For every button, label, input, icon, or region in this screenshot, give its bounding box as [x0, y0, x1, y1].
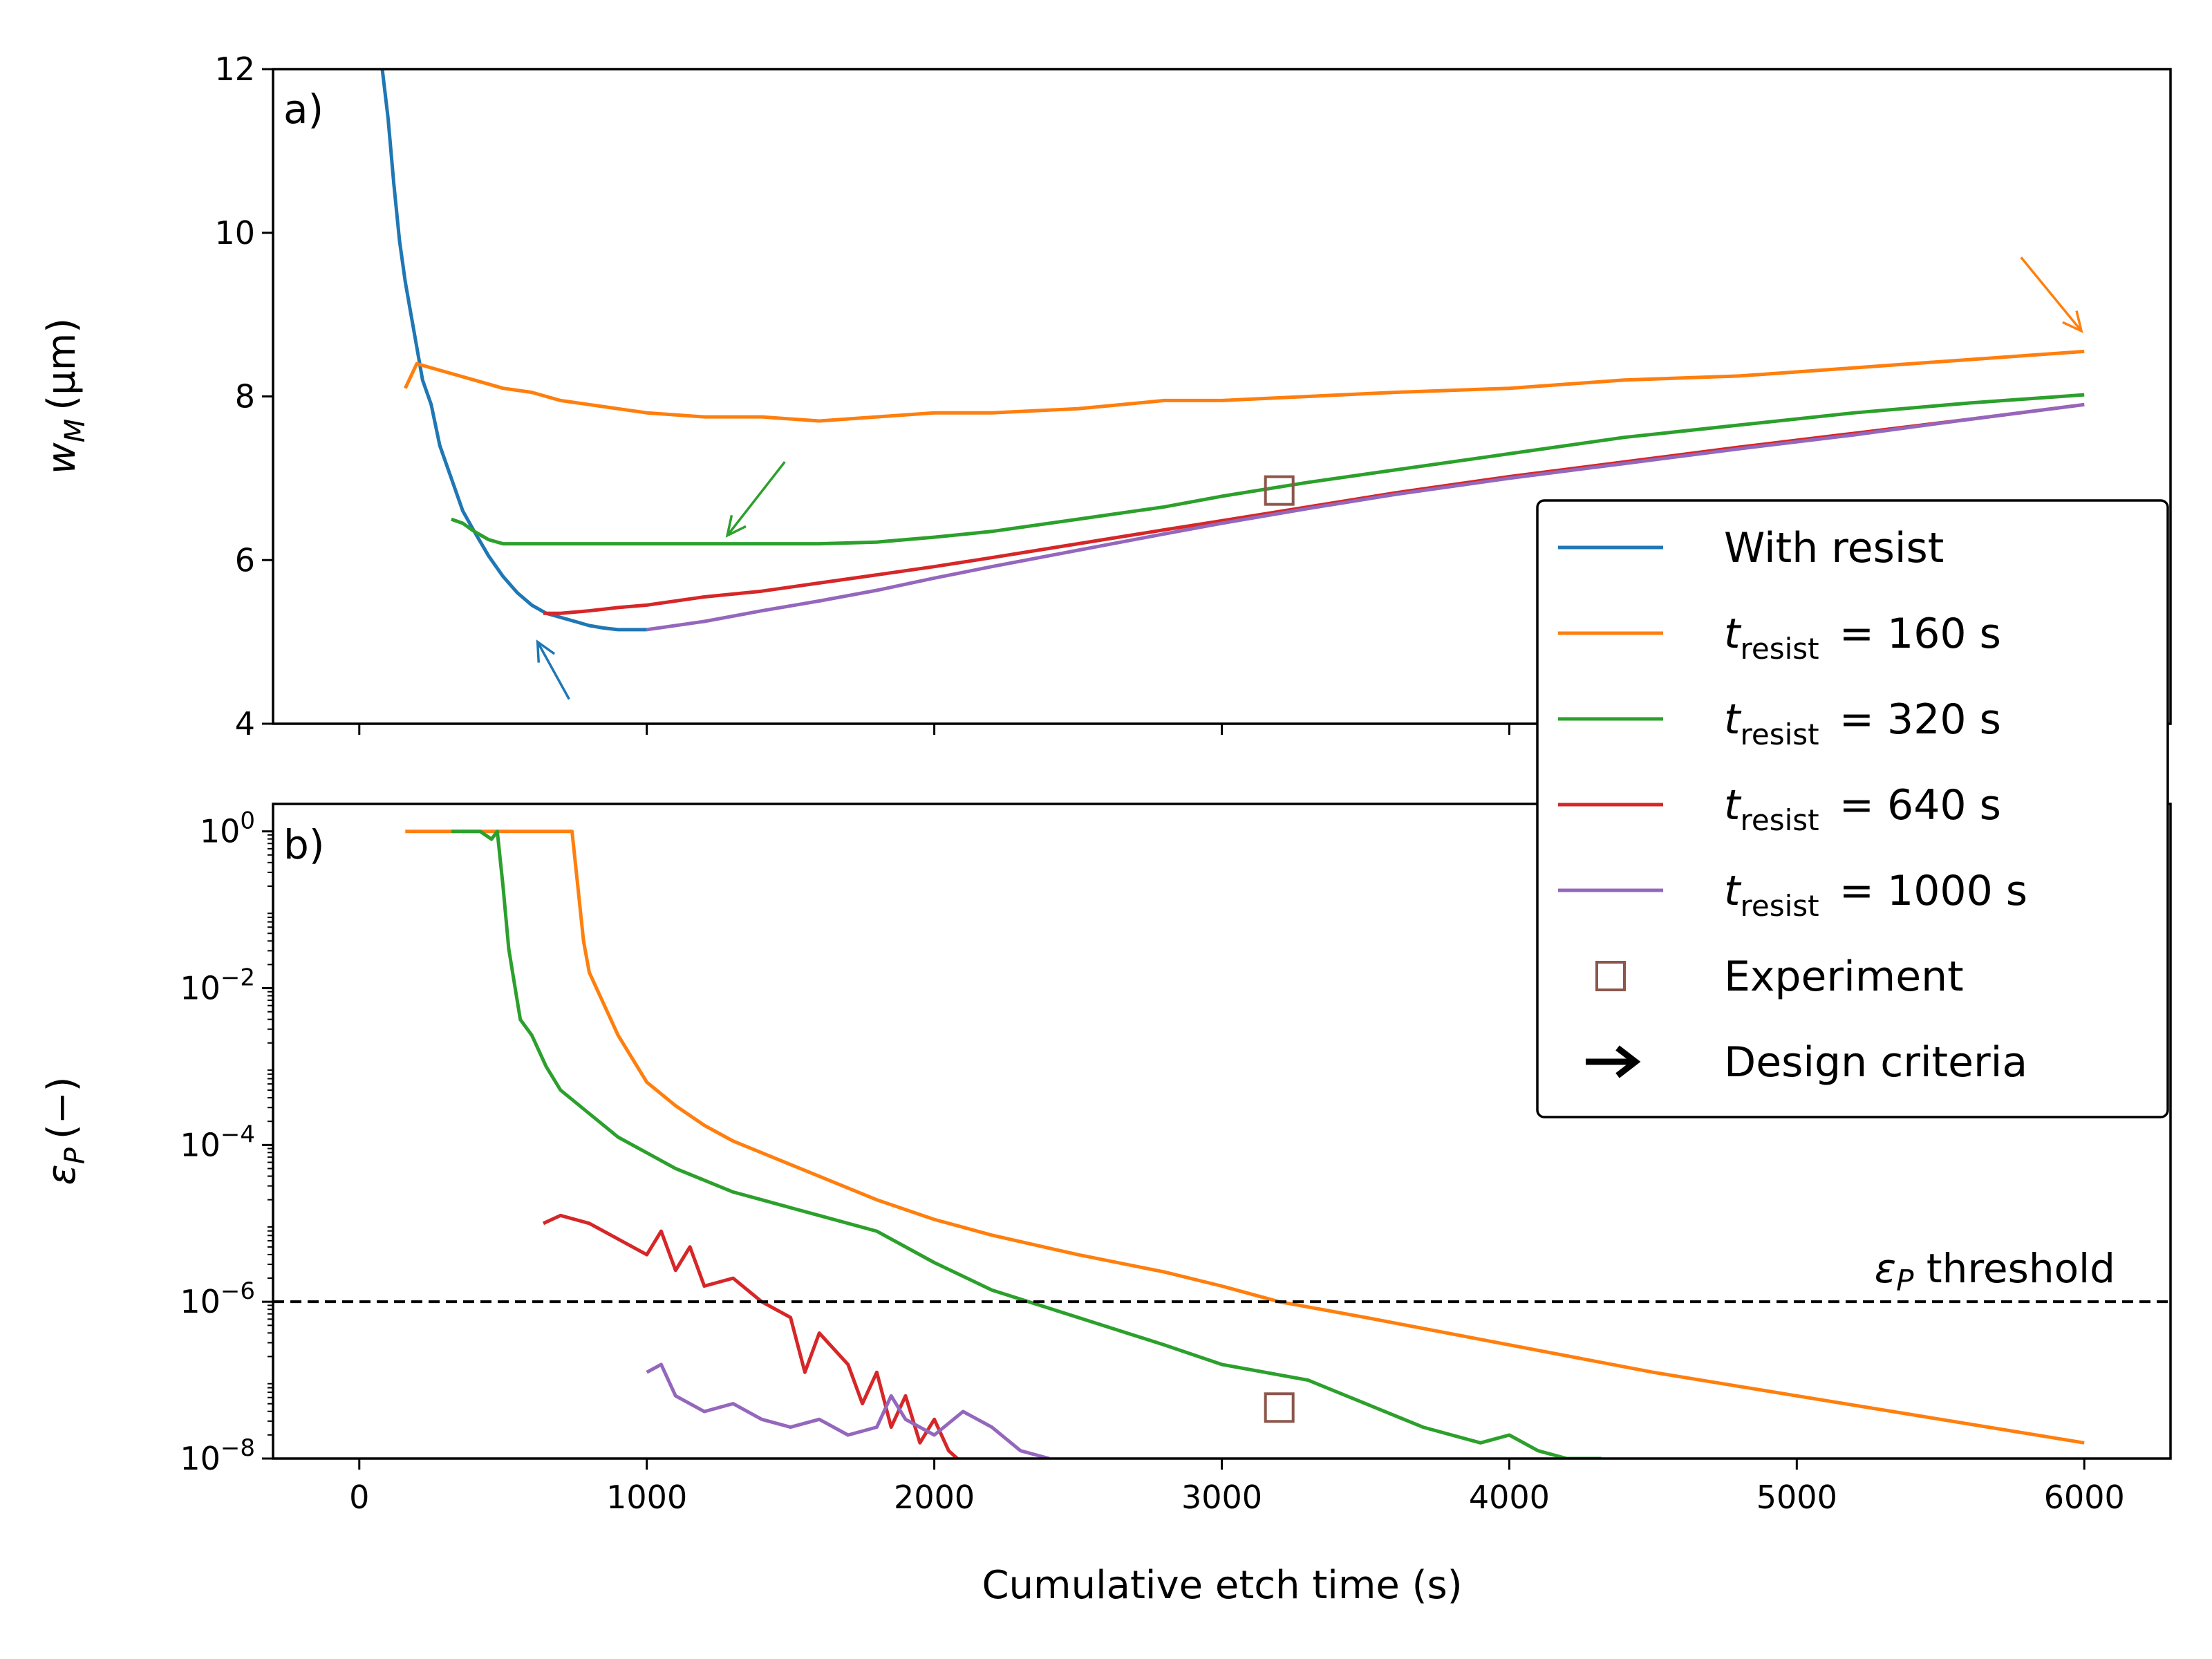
series-line-b-t-resist-1000-s: [646, 1362, 1050, 1459]
b-y-tick-label: 10−8: [180, 1434, 255, 1477]
panel-b: εP threshold 100 10−2 10−4 10−6 10−8 0 1000 20…: [39, 803, 2172, 1608]
series-line-b-t-resist-320-s: [451, 830, 1602, 1459]
legend-label: Design criteria: [1724, 1038, 2027, 1087]
a-y-tick-label: 8: [235, 378, 255, 415]
series-line-a-t-resist-320-s: [451, 393, 2085, 546]
experiment-marker-b: [1264, 1392, 1295, 1423]
legend-entry-7: Design criteria: [1586, 1038, 2027, 1087]
legend-label: tresist = 160 s: [1724, 610, 2001, 666]
b-x-tick-label: 5000: [1756, 1479, 1837, 1516]
legend: With resist tresist = 160 s tresist = 320 …: [1536, 499, 2169, 1118]
design-arrow-2: [2020, 256, 2083, 333]
panel-b-label: b): [283, 821, 324, 868]
legend-frame: [1536, 499, 2169, 1118]
panel-a-y-ticks: 4 6 8 10 12: [214, 50, 273, 742]
panel-b-series: [405, 830, 2085, 1459]
legend-entry-2: tresist = 160 s: [1558, 610, 2001, 666]
series-line-a-t-resist-1000-s: [646, 402, 2085, 632]
panel-b-x-ticks: 0 1000 2000 3000 4000 5000 6000: [349, 1459, 2125, 1516]
legend-entry-3: tresist = 320 s: [1558, 695, 2001, 751]
panel-b-y-ticks: 100 10−2 10−4 10−6 10−8: [180, 807, 273, 1477]
right-arrow-icon: [1586, 1045, 1641, 1078]
a-y-tick-label: 6: [235, 541, 255, 579]
legend-label: tresist = 1000 s: [1724, 867, 2027, 923]
x-axis-label: Cumulative etch time (s): [982, 1563, 1462, 1608]
series-line-a-with-resist: [380, 69, 647, 632]
b-x-tick-label: 3000: [1181, 1479, 1262, 1516]
b-y-tick-label: 10−4: [180, 1121, 255, 1163]
legend-swatch: [1595, 961, 1626, 991]
experiment-marker-a: [1264, 475, 1295, 506]
panel-a-label: a): [283, 86, 324, 133]
legend-entry-4: tresist = 640 s: [1558, 781, 2001, 837]
legend-entry-1: With resist: [1558, 524, 1944, 572]
a-y-tick-label: 12: [214, 50, 255, 88]
legend-entry-6: Experiment: [1595, 953, 1964, 1001]
b-x-tick-label: 0: [349, 1479, 369, 1516]
panel-a: 4 6 8 10 12 a) wM(µm): [39, 50, 2172, 742]
series-line-b-t-resist-160-s: [405, 830, 2085, 1445]
legend-label: With resist: [1724, 524, 1944, 572]
legend-label: tresist = 320 s: [1724, 695, 2001, 751]
b-x-tick-label: 2000: [894, 1479, 975, 1516]
b-y-tick-label: 100: [200, 807, 255, 850]
b-x-tick-label: 6000: [2044, 1479, 2125, 1516]
b-y-tick-label: 10−2: [180, 964, 255, 1007]
legend-label: Experiment: [1724, 953, 1964, 1001]
legend-label: tresist = 640 s: [1724, 781, 2001, 837]
b-x-tick-label: 1000: [606, 1479, 687, 1516]
design-arrow-3: [725, 461, 786, 538]
threshold-label: εP threshold: [1875, 1245, 2115, 1297]
panel-a-series: [380, 69, 2085, 632]
b-y-tick-label: 10−6: [180, 1277, 255, 1320]
legend-entry-5: tresist = 1000 s: [1558, 867, 2027, 923]
b-x-tick-label: 4000: [1469, 1479, 1550, 1516]
design-arrow-1: [536, 639, 570, 700]
a-y-tick-label: 4: [235, 705, 255, 742]
panel-a-y-axis-label: wM(µm): [39, 318, 91, 474]
panel-b-markers: [1264, 1392, 1295, 1423]
a-y-tick-label: 10: [214, 214, 255, 252]
series-line-b-t-resist-640-s: [542, 1213, 959, 1459]
panel-b-y-axis-label: εP(−): [39, 1076, 91, 1185]
series-line-a-t-resist-160-s: [404, 349, 2085, 423]
panel-a-markers: [536, 256, 2083, 700]
